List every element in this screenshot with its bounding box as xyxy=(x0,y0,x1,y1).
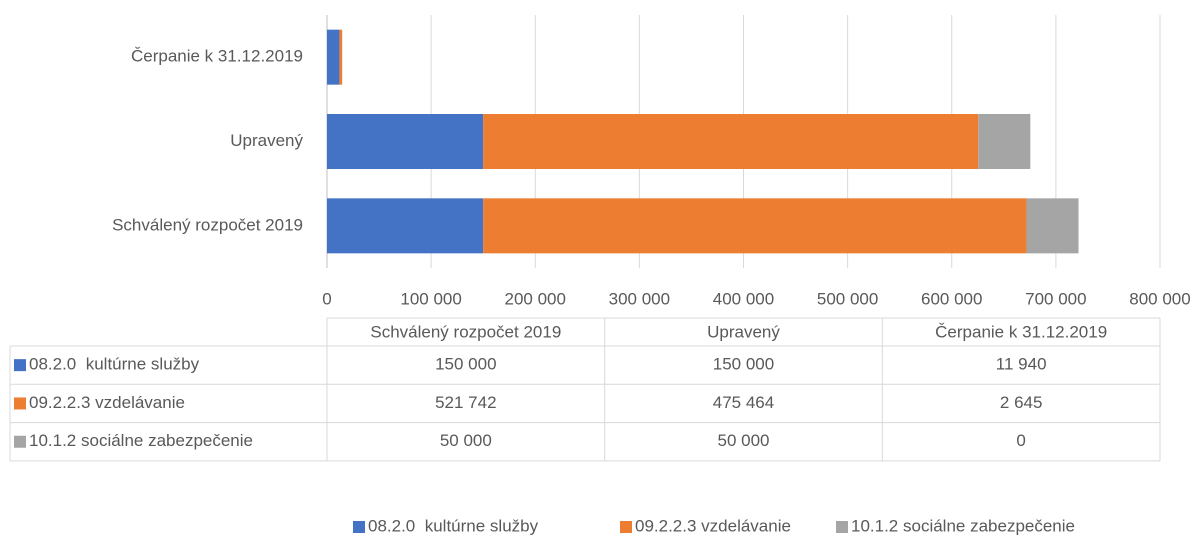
table-cell: 2 645 xyxy=(1000,393,1043,412)
bar-segment xyxy=(978,114,1031,169)
table-row-label: 10.1.2 sociálne zabezpečenie xyxy=(29,431,253,450)
table-row-label: 09.2.2.3 vzdelávanie xyxy=(29,393,185,412)
legend-key xyxy=(14,397,26,410)
x-tick-label: 0 xyxy=(322,289,331,308)
table-header: Schválený rozpočet 2019 xyxy=(370,322,561,341)
legend-label: 10.1.2 sociálne zabezpečenie xyxy=(851,516,1075,535)
bar-segment xyxy=(1026,198,1079,254)
table-cell: 150 000 xyxy=(435,355,496,374)
y-tick-label: Čerpanie k 31.12.2019 xyxy=(131,47,303,66)
bar-segment xyxy=(327,114,484,169)
bar-segment xyxy=(327,198,484,254)
table-cell: 50 000 xyxy=(440,431,492,450)
legend-key xyxy=(14,359,26,372)
table-row-label: 08.2.0 kultúrne služby xyxy=(29,355,200,374)
bar-segment xyxy=(339,29,343,85)
bar-segment xyxy=(483,198,1027,254)
x-tick-label: 700 000 xyxy=(1025,289,1086,308)
table-cell: 0 xyxy=(1016,431,1025,450)
legend-label: 09.2.2.3 vzdelávanie xyxy=(635,516,791,535)
x-tick-label: 100 000 xyxy=(400,289,461,308)
legend-key xyxy=(14,435,26,448)
table-cell: 521 742 xyxy=(435,393,496,412)
table-header: Upravený xyxy=(707,322,780,341)
x-tick-label: 400 000 xyxy=(713,289,774,308)
table-cell: 11 940 xyxy=(996,355,1047,374)
legend-key xyxy=(836,521,848,533)
legend-label: 08.2.0 kultúrne služby xyxy=(368,516,539,535)
table-header: Čerpanie k 31.12.2019 xyxy=(935,322,1107,341)
table-cell: 475 464 xyxy=(713,393,774,412)
x-tick-label: 800 000 xyxy=(1129,289,1190,308)
x-tick-label: 500 000 xyxy=(817,289,878,308)
bar-segment xyxy=(483,114,979,169)
bar-segment xyxy=(327,29,340,85)
y-tick-label: Upravený xyxy=(230,131,303,150)
y-tick-label: Schválený rozpočet 2019 xyxy=(112,215,303,234)
x-tick-label: 200 000 xyxy=(505,289,566,308)
legend-key xyxy=(353,521,365,533)
x-tick-label: 300 000 xyxy=(609,289,670,308)
table-cell: 150 000 xyxy=(713,355,774,374)
x-tick-label: 600 000 xyxy=(921,289,982,308)
table-cell: 50 000 xyxy=(718,431,770,450)
legend-key xyxy=(620,521,632,533)
